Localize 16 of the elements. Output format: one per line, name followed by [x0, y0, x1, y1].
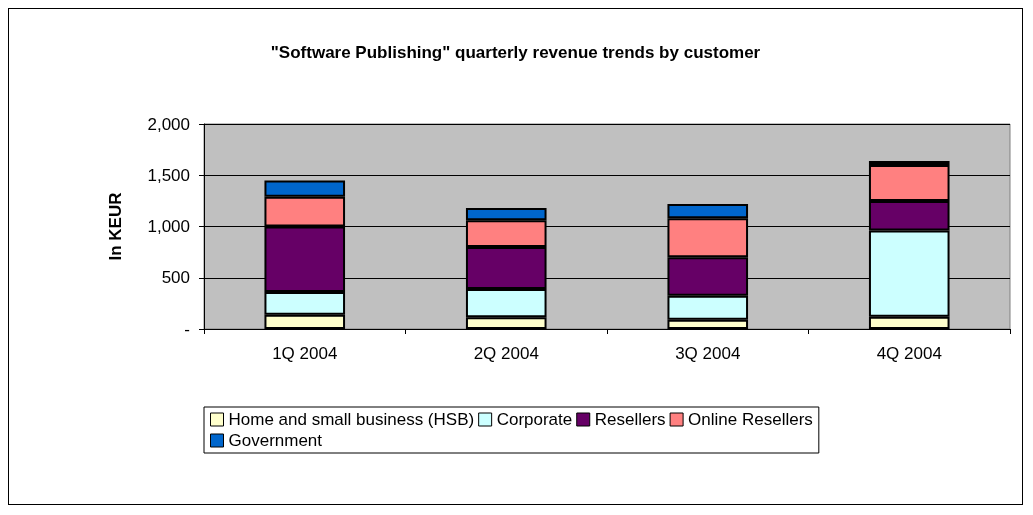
x-tick-label: 3Q 2004 [675, 344, 741, 363]
y-tick-label: - [184, 319, 190, 339]
y-tick-label: 500 [161, 268, 190, 288]
y-tick-label: 2,000 [147, 114, 190, 134]
y-tick-label: 1,000 [147, 217, 190, 236]
legend-label: Home and small business (HSB) [228, 410, 475, 429]
y-axis-title: In KEUR [106, 192, 125, 261]
legend-label: Corporate [496, 410, 573, 429]
legend-label: Online Resellers [688, 410, 813, 429]
x-tick-label: 4Q 2004 [876, 344, 942, 363]
y-tick-label: 1,500 [147, 165, 190, 185]
legend-label: Resellers [594, 410, 666, 429]
x-tick-label: 1Q 2004 [272, 344, 338, 363]
x-tick-label: 2Q 2004 [473, 344, 539, 363]
legend-label: Government [228, 431, 323, 450]
chart-title: "Software Publishing" quarterly revenue trends by customer [270, 43, 761, 62]
